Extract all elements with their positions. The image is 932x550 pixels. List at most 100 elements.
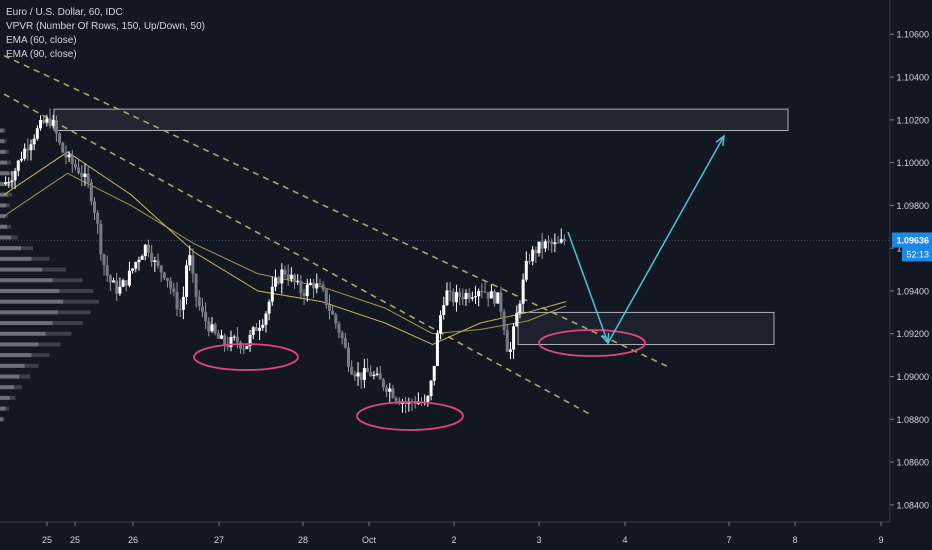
candle-body — [562, 239, 566, 242]
candle-body — [515, 312, 519, 327]
candle-body — [556, 242, 560, 244]
x-tick-label: 25 — [42, 535, 52, 545]
x-tick-label: Oct — [362, 535, 377, 545]
y-tick-label: 1.10000 — [896, 158, 929, 168]
ema-60-label[interactable]: EMA (60, close) — [6, 35, 77, 46]
candle-body — [127, 270, 131, 286]
candle-body — [400, 402, 404, 404]
ema-90-label[interactable]: EMA (90, close) — [6, 49, 77, 60]
candle-body — [137, 259, 141, 263]
candle-body — [318, 283, 322, 285]
x-tick-label: 26 — [128, 535, 138, 545]
candle-body — [299, 280, 303, 294]
candle-body — [216, 333, 220, 339]
candle-body — [178, 309, 182, 311]
support-zone — [517, 311, 775, 345]
candle-body — [448, 290, 452, 292]
x-tick-label: 9 — [878, 535, 883, 545]
vpvr-indicator-label[interactable]: VPVR (Number Of Rows, 150, Up/Down, 50) — [6, 21, 205, 32]
candle-body — [207, 321, 211, 332]
candle-body — [534, 249, 538, 254]
candle-body — [531, 249, 535, 262]
candle-body — [296, 280, 300, 282]
candle-body — [512, 326, 516, 350]
x-tick-label: 25 — [70, 535, 80, 545]
candle-body — [439, 315, 443, 334]
candle-body — [467, 293, 471, 299]
candle-body — [277, 278, 281, 284]
candle-body — [4, 182, 8, 184]
candle-body — [159, 265, 163, 273]
candle-body — [204, 311, 208, 322]
volume-profile-bar-up — [0, 149, 6, 154]
candle-body — [451, 291, 455, 303]
candle-body — [45, 118, 49, 123]
volume-profile-bar-up — [0, 160, 7, 165]
trendline-2 — [3, 93, 592, 416]
x-tick-label: 28 — [298, 535, 308, 545]
candle-body — [175, 291, 179, 310]
volume-profile-bar-up — [0, 224, 7, 229]
candle-body — [413, 402, 417, 404]
annotations — [193, 134, 725, 431]
candle-body — [185, 265, 189, 297]
candle-body — [67, 154, 71, 158]
candle-body — [83, 173, 87, 177]
candle-body — [502, 311, 506, 331]
candle-body — [131, 268, 135, 271]
time-axis[interactable]: 25 25 26 27 28 Oct 2 3 4 7 8 9 — [42, 522, 884, 545]
candle-body — [146, 244, 150, 253]
candle-body — [464, 293, 468, 300]
candle-body — [197, 297, 201, 307]
candle-body — [461, 297, 465, 300]
candle-body — [181, 296, 185, 310]
candle-body — [54, 119, 58, 134]
candle-body — [80, 173, 84, 177]
candle-body — [150, 252, 154, 262]
volume-profile-bar-up — [0, 192, 8, 197]
candle-body — [391, 388, 395, 398]
candle-body — [99, 223, 103, 255]
volume-profile-bar-up — [0, 395, 10, 400]
candle-body — [508, 349, 512, 352]
candle-body — [302, 293, 306, 297]
candle-body — [458, 292, 462, 298]
y-tick-label: 1.10200 — [896, 115, 929, 125]
candle-body — [232, 336, 236, 338]
candle-body — [235, 336, 239, 343]
symbol-title[interactable]: Euro / U.S. Dollar, 60, IDC — [6, 7, 123, 18]
candle-body — [435, 333, 439, 366]
y-tick-label: 1.09400 — [896, 286, 929, 296]
candle-body — [219, 335, 223, 339]
candle-body — [426, 396, 430, 402]
candle-body — [394, 397, 398, 401]
current-price-value: 1.09636 — [896, 235, 929, 245]
volume-profile-bar-up — [0, 406, 6, 411]
candle-body — [499, 292, 503, 312]
candle-body — [381, 379, 385, 388]
y-tick-label: 1.08800 — [896, 415, 929, 425]
candle-body — [372, 374, 376, 377]
candle-body — [223, 335, 227, 345]
candle-body — [286, 274, 290, 280]
x-tick-label: 7 — [726, 535, 731, 545]
candle-body — [362, 368, 366, 381]
x-tick-label: 27 — [214, 535, 224, 545]
candle-body — [210, 324, 214, 332]
marked-low-ellipse — [193, 343, 299, 371]
candle-body — [134, 262, 138, 269]
candle-body — [470, 297, 474, 299]
candle-body — [70, 154, 74, 165]
candle-body — [48, 118, 52, 126]
volume-profile-bar-up — [0, 246, 21, 251]
candle-body — [331, 310, 335, 315]
x-tick-label: 3 — [536, 535, 541, 545]
candle-body — [143, 244, 147, 257]
price-axis[interactable]: 1.10600 1.10400 1.10200 1.10000 1.09800 1.096… — [890, 30, 932, 511]
trendlines — [3, 54, 672, 416]
candle-body — [445, 290, 449, 306]
candle-body — [153, 260, 157, 262]
candle-body — [194, 273, 198, 298]
y-tick-label: 1.09000 — [896, 372, 929, 382]
